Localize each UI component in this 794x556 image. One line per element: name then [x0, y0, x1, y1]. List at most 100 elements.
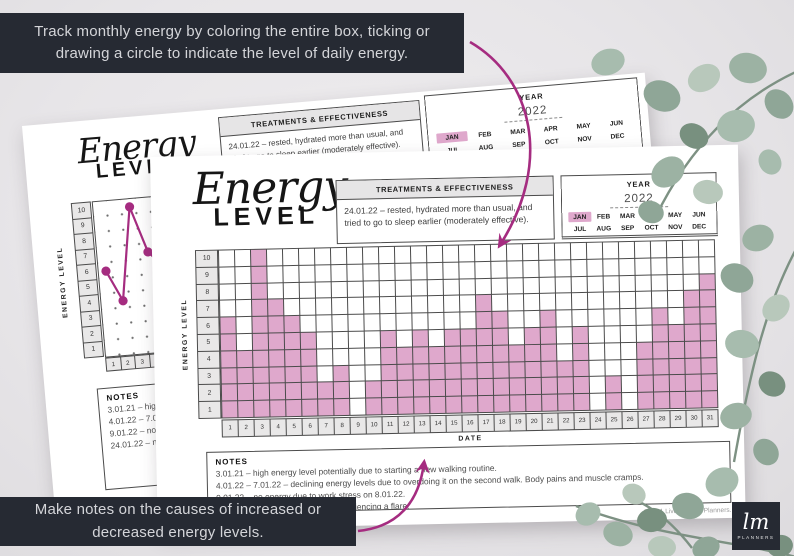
energy-grid-cell: [346, 247, 363, 264]
energy-point: [118, 296, 128, 306]
energy-grid-cell: [267, 282, 283, 299]
energy-grid-cell: [379, 263, 395, 280]
energy-grid-cell: [219, 267, 235, 284]
energy-box-grid: [217, 239, 719, 419]
energy-grid-cell: [685, 358, 701, 375]
energy-grid-cell: [541, 377, 558, 395]
page-title: Energy LEVEL: [192, 161, 348, 233]
energy-grid-cell: [270, 400, 286, 417]
energy-grid-cell: [602, 242, 619, 259]
energy-grid-cell: [427, 262, 443, 279]
energy-grid-cell: [426, 245, 443, 263]
energy-grid-cell: [701, 357, 717, 374]
energy-grid-cell: [475, 278, 491, 295]
energy-grid-cell: [253, 383, 270, 401]
energy-grid-cell: [539, 277, 555, 294]
energy-grid-cell: [557, 360, 573, 377]
energy-grid-cell: [443, 295, 460, 313]
energy-grid-cell: [236, 317, 252, 334]
y-tick-cell: 7: [197, 300, 219, 318]
y-tick-cell: 2: [82, 326, 102, 343]
energy-grid-cell: [605, 376, 622, 393]
energy-grid-cell: [572, 326, 588, 343]
energy-grid-cell: [493, 345, 509, 362]
energy-grid-cell: [379, 297, 396, 314]
energy-grid-cell: [460, 329, 477, 346]
energy-grid-cell: [460, 312, 476, 329]
energy-grid-cell: [237, 367, 253, 384]
energy-grid-cell: [430, 397, 446, 414]
energy-grid-cell: [330, 247, 347, 265]
energy-grid-cell: [526, 395, 542, 412]
energy-grid-cell: [379, 280, 395, 297]
treatments-body: 24.01.22 – rested, hydrated more than us…: [344, 202, 533, 229]
month-cell: APR: [543, 124, 558, 133]
energy-grid-cell: [252, 316, 268, 333]
energy-grid-cell: [252, 333, 269, 350]
month-cell: SEP: [620, 224, 635, 232]
date-cell: 22: [558, 413, 574, 429]
energy-grid-cell: [525, 361, 541, 378]
top-banner-text: Track monthly energy by coloring the ent…: [34, 21, 430, 66]
energy-grid-cell: [652, 325, 668, 342]
month-cell: MAR: [619, 212, 636, 220]
energy-grid-cell: [381, 364, 397, 381]
energy-grid-cell: [222, 401, 238, 418]
y-tick-cell: 8: [196, 284, 219, 301]
energy-point: [124, 202, 135, 212]
brand-logo: lm PLANNERS: [732, 502, 780, 550]
energy-grid-cell: [299, 265, 315, 282]
energy-grid-cell: [331, 281, 347, 298]
energy-grid-cell: [667, 274, 683, 291]
energy-grid-cell: [412, 313, 428, 330]
energy-grid-cell: [411, 263, 427, 280]
energy-grid-cell: [603, 259, 619, 276]
energy-grid-cell: [366, 398, 382, 415]
energy-grid-cell: [365, 381, 382, 398]
energy-grid-cell: [670, 392, 686, 409]
date-cell: 28: [654, 411, 670, 427]
energy-grid-cell: [333, 382, 350, 399]
energy-grid-cell: [571, 259, 587, 276]
month-cell: DEC: [610, 132, 625, 141]
energy-grid-cell: [237, 384, 254, 401]
energy-grid-cell: [236, 300, 252, 317]
energy-grid-cell: [316, 298, 332, 315]
energy-grid-cell: [282, 248, 299, 266]
energy-grid-cell: [300, 298, 316, 316]
energy-grid-cell: [250, 249, 267, 266]
date-cell: 2: [120, 356, 136, 370]
energy-grid-cell: [493, 362, 509, 379]
energy-grid-cell: [315, 281, 331, 298]
energy-grid-cell: [363, 297, 380, 314]
energy-grid-cell: [283, 265, 299, 282]
energy-grid-cell: [506, 244, 523, 261]
energy-grid-cell: [334, 399, 350, 416]
energy-grid-cell: [398, 397, 414, 414]
energy-grid-cell: [507, 277, 523, 294]
energy-grid-cell: [635, 275, 651, 292]
energy-grid-cell: [251, 283, 267, 300]
energy-grid-cell: [221, 367, 237, 384]
energy-grid-cell: [237, 350, 253, 367]
energy-grid-cell: [396, 313, 412, 330]
energy-grid-cell: [285, 349, 301, 366]
y-tick-cell: 1: [199, 401, 221, 418]
energy-grid-cell: [459, 278, 475, 295]
energy-grid-cell: [491, 294, 508, 312]
energy-grid-cell: [510, 395, 526, 412]
energy-grid-cell: [446, 396, 462, 413]
energy-grid-cell: [382, 398, 398, 415]
energy-grid-cell: [588, 309, 604, 326]
energy-grid-cell: [605, 342, 621, 360]
energy-grid-cell: [461, 345, 477, 363]
month-cell: FEB: [596, 212, 611, 221]
energy-grid-cell: [620, 342, 637, 359]
energy-grid-cell: [494, 395, 510, 412]
energy-grid-cell: [477, 345, 493, 362]
energy-grid-cell: [443, 262, 459, 279]
energy-grid-cell: [574, 394, 590, 411]
date-cell: 14: [430, 415, 446, 432]
energy-grid-cell: [508, 311, 524, 328]
date-cell: 18: [494, 414, 510, 431]
